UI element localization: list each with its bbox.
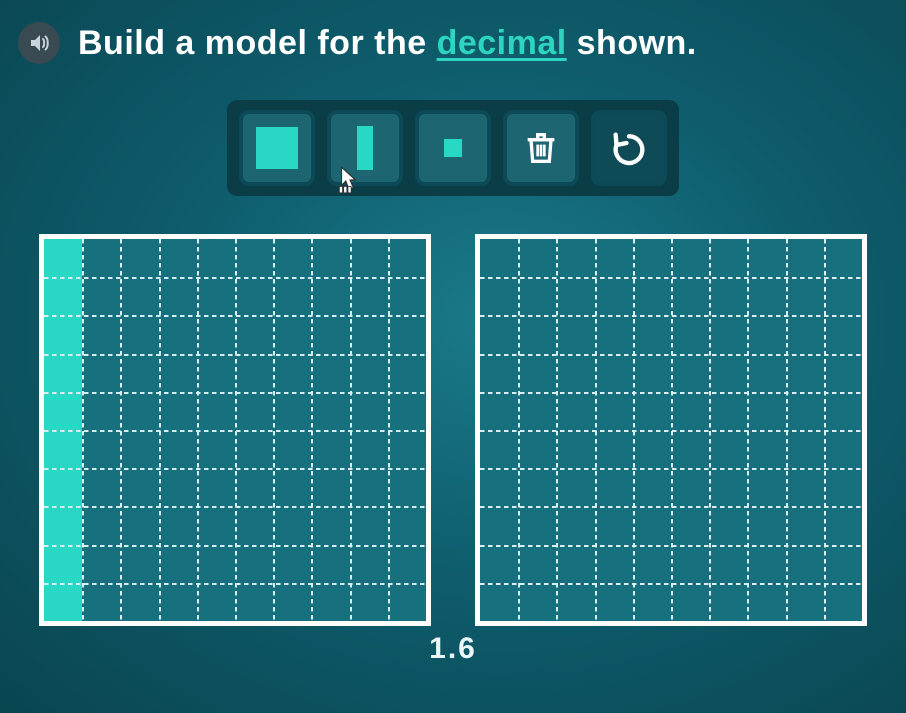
- tool-tenth-button[interactable]: [327, 110, 403, 186]
- grid-1-lines: [44, 239, 426, 621]
- tool-whole-button[interactable]: [239, 110, 315, 186]
- hundredth-block-icon: [444, 139, 462, 157]
- decimal-value: 1.6: [0, 632, 906, 666]
- grids-container: [0, 204, 906, 626]
- tool-undo-button[interactable]: [591, 110, 667, 186]
- trash-icon: [521, 128, 561, 168]
- tool-hundredth-button[interactable]: [415, 110, 491, 186]
- tenth-block-icon: [357, 126, 373, 170]
- instruction-text: Build a model for the decimal shown.: [78, 24, 697, 63]
- instruction-prefix: Build a model for the: [78, 24, 437, 62]
- instruction-suffix: shown.: [567, 24, 697, 62]
- tool-trash-button[interactable]: [503, 110, 579, 186]
- toolbar: [227, 100, 679, 196]
- filled-column[interactable]: [44, 239, 82, 621]
- grid-1[interactable]: [39, 234, 431, 626]
- audio-button[interactable]: [18, 22, 60, 64]
- grid-2-lines: [480, 239, 862, 621]
- grid-2[interactable]: [475, 234, 867, 626]
- undo-icon: [609, 128, 649, 168]
- speaker-icon: [27, 31, 51, 55]
- whole-block-icon: [256, 127, 298, 169]
- instruction-link[interactable]: decimal: [437, 24, 567, 62]
